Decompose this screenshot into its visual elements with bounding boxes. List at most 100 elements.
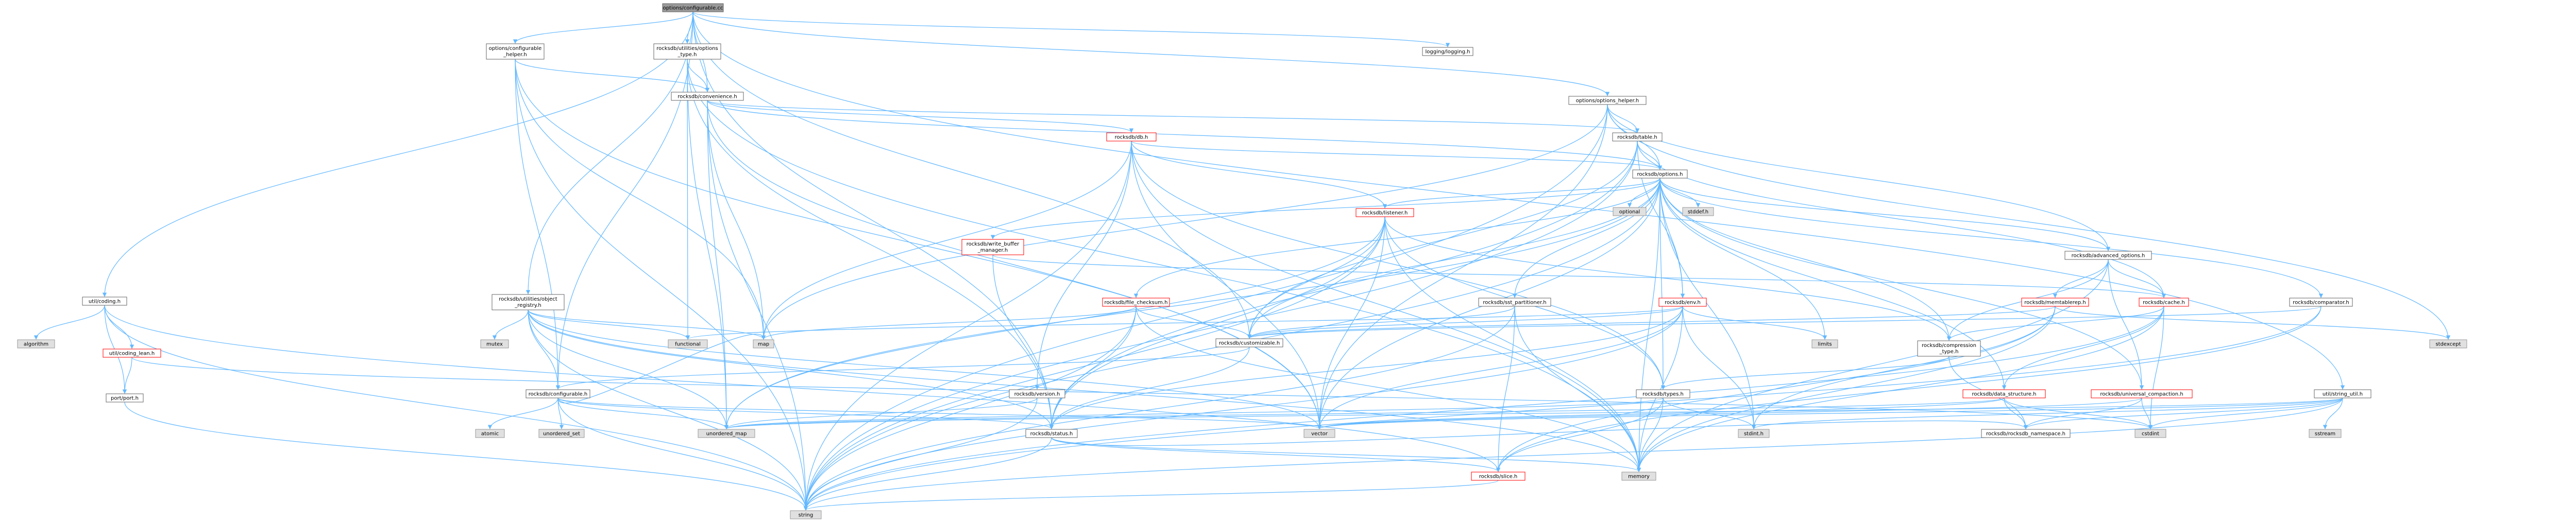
node-label: stdint.h — [1744, 431, 1764, 437]
edge-root-to-coding — [102, 11, 693, 297]
edge-customizable-to-configurable — [556, 346, 1250, 390]
node-coding[interactable]: util/coding.h — [82, 297, 127, 306]
node-cfg_helper[interactable]: options/configurable_helper.h — [486, 43, 545, 60]
edge-obj_registry-to-unordered_map — [528, 309, 729, 429]
node-coding_lean[interactable]: util/coding_lean.h — [103, 349, 161, 358]
edge-obj_registry-to-string — [528, 309, 808, 511]
node-label: util/coding.h — [89, 299, 121, 305]
node-listener[interactable]: rocksdb/listener.h — [1355, 208, 1414, 217]
node-port[interactable]: port/port.h — [106, 393, 144, 403]
edge-status-to-string — [803, 437, 1052, 511]
edge-db-to-vector — [1131, 141, 1322, 429]
edge-db-to-listener — [1131, 141, 1387, 208]
edge-convenience-to-vector — [707, 100, 1322, 429]
node-cache[interactable]: rocksdb/cache.h — [2139, 298, 2189, 307]
edge-cfg_helper-to-vector — [515, 59, 1322, 429]
node-functional: functional — [668, 339, 708, 349]
node-label: map — [758, 342, 769, 347]
edge-sst_part-to-string — [803, 306, 1515, 511]
edge-cache-to-memory — [1636, 306, 2164, 472]
nodes-layer: options/configurable.cc options/configura… — [17, 3, 2467, 519]
edge-cache-to-compression — [1946, 306, 2164, 341]
node-logging[interactable]: logging/logging.h — [1422, 47, 1473, 56]
node-status[interactable]: rocksdb/status.h — [1025, 429, 1078, 438]
node-label: _manager.h — [977, 248, 1008, 253]
node-comparator[interactable]: rocksdb/comparator.h — [2289, 298, 2353, 307]
edge-wbm-to-cache — [992, 254, 2166, 298]
edge-listener-to-status — [1049, 216, 1385, 429]
edge-file_checksum-to-customizable — [1136, 306, 1252, 339]
edge-options-to-sst_part — [1512, 178, 1660, 298]
node-label: rocksdb/status.h — [1030, 431, 1073, 437]
edge-listener-to-memory — [1384, 216, 1641, 472]
edge-opt_type-to-unordered_map — [687, 59, 729, 429]
edge-sst_part-to-customizable — [1247, 306, 1515, 339]
node-namespace[interactable]: rocksdb/rocksdb_namespace.h — [1981, 429, 2071, 438]
edge-env-to-vector — [1317, 306, 1683, 429]
edge-opt_helper-to-map — [761, 104, 1608, 340]
node-atomic: atomic — [475, 429, 505, 438]
node-label: unordered_set — [543, 431, 580, 437]
edge-version-to-unordered_map — [724, 397, 1038, 429]
node-unordered_set: unordered_set — [538, 429, 585, 438]
node-env[interactable]: rocksdb/env.h — [1658, 298, 1707, 307]
node-sst_part[interactable]: rocksdb/sst_partitioner.h — [1478, 298, 1551, 307]
node-version[interactable]: rocksdb/version.h — [1009, 389, 1065, 398]
node-memtablerep[interactable]: rocksdb/memtablerep.h — [2021, 298, 2089, 307]
node-opt_helper[interactable]: options/options_helper.h — [1568, 96, 1647, 105]
edge-db-to-version — [1035, 141, 1132, 390]
node-label: _type.h — [1939, 349, 1959, 355]
node-data_structure[interactable]: rocksdb/data_structure.h — [1962, 389, 2046, 398]
edge-table-to-customizable — [1247, 141, 1638, 339]
edge-options-to-adv_opts — [1659, 178, 2111, 251]
node-label: rocksdb/memtablerep.h — [2024, 300, 2086, 306]
node-opt_type[interactable]: rocksdb/utilities/options_type.h — [653, 43, 721, 60]
edge-opt_type-to-functional — [685, 59, 690, 340]
node-options[interactable]: rocksdb/options.h — [1632, 169, 1688, 179]
node-label: limits — [1818, 342, 1832, 347]
node-wbm[interactable]: rocksdb/write_buffer_manager.h — [961, 239, 1024, 255]
edge-env-to-status — [1049, 306, 1683, 429]
node-slice[interactable]: rocksdb/slice.h — [1471, 472, 1526, 481]
edge-table-to-status — [1049, 141, 1638, 429]
node-db[interactable]: rocksdb/db.h — [1106, 132, 1157, 142]
node-universal[interactable]: rocksdb/universal_compaction.h — [2091, 389, 2193, 398]
node-label: rocksdb/configurable.h — [529, 392, 588, 397]
edge-options-to-universal — [1659, 178, 2144, 390]
edge-root-to-string_util — [692, 11, 2345, 390]
edge-env-to-string — [803, 306, 1683, 511]
edge-table-to-string — [803, 141, 1638, 511]
node-label: rocksdb/version.h — [1014, 392, 1060, 397]
node-configurable[interactable]: rocksdb/configurable.h — [526, 389, 590, 398]
node-compression[interactable]: rocksdb/compression_type.h — [1917, 340, 1981, 357]
edge-data_structure-to-cstdint — [2004, 397, 2153, 429]
node-file_checksum[interactable]: rocksdb/file_checksum.h — [1102, 298, 1170, 307]
node-customizable[interactable]: rocksdb/customizable.h — [1215, 338, 1283, 347]
edge-string_util-to-stdint — [1752, 397, 2343, 429]
node-obj_registry[interactable]: rocksdb/utilities/object_registry.h — [492, 294, 565, 310]
edge-configurable-to-status — [557, 397, 1054, 429]
node-adv_opts[interactable]: rocksdb/advanced_options.h — [2064, 251, 2152, 260]
edge-options-to-file_checksum — [1133, 178, 1660, 298]
edge-port-to-string — [124, 402, 808, 511]
node-types[interactable]: rocksdb/types.h — [1636, 389, 1690, 398]
edge-cfg_helper-to-map — [515, 59, 766, 340]
node-label: rocksdb/compression — [1922, 343, 1976, 349]
edge-listener-to-unordered_map — [724, 216, 1385, 429]
node-label: stdexcept — [2435, 342, 2461, 347]
node-table[interactable]: rocksdb/table.h — [1612, 132, 1663, 142]
edge-status-to-namespace — [1051, 420, 2028, 446]
node-label: sstream — [2315, 431, 2335, 437]
node-sstream: sstream — [2309, 429, 2342, 438]
node-label: util/coding_lean.h — [109, 351, 155, 357]
edge-status-to-memory — [1051, 437, 1641, 472]
node-string_util[interactable]: util/string_util.h — [2314, 389, 2371, 398]
edge-options-to-types — [1659, 178, 1666, 390]
node-convenience[interactable]: rocksdb/convenience.h — [671, 92, 744, 101]
edge-memtablerep-to-stdexcept — [2055, 306, 2451, 340]
edge-memtablerep-to-slice — [1496, 306, 2056, 472]
edges-layer — [33, 11, 2451, 511]
edge-configurable-to-atomic — [487, 397, 558, 429]
edge-string_util-to-string — [804, 397, 2343, 511]
node-label: _type.h — [677, 52, 697, 58]
